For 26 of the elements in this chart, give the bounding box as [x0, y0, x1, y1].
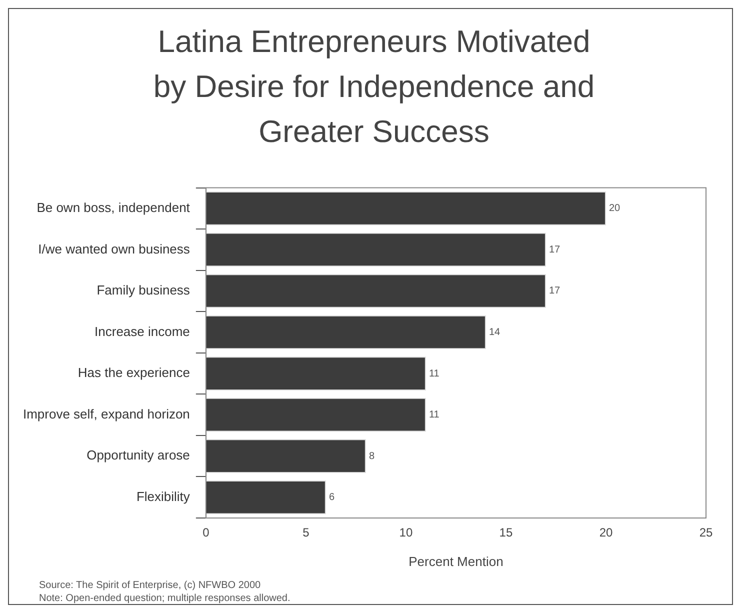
- data-label: 8: [368, 450, 375, 462]
- data-label: 11: [428, 410, 440, 421]
- data-label: 14: [488, 327, 501, 338]
- x-tick-label: 15: [499, 526, 513, 540]
- x-tick-label: 0: [202, 526, 210, 540]
- data-label: 17: [548, 244, 561, 256]
- data-label: 20: [608, 203, 621, 214]
- x-tick-label: 10: [399, 526, 413, 540]
- y-tick-label: Increase income: [94, 324, 190, 339]
- x-axis-title: Percent Mention: [408, 554, 504, 569]
- x-tick-label: 5: [302, 526, 310, 540]
- chart-title: Latina Entrepreneurs Motivated by Desire for Independence and Greater Success: [152, 23, 596, 151]
- data-label: 6: [328, 492, 335, 504]
- text: Note: Open-ended question; multiple responses allowed.: [39, 592, 290, 605]
- source-note: Source: The Spirit of Enterprise, (c) NFWBO 2000: [39, 579, 262, 592]
- data-label: 11: [428, 368, 440, 380]
- x-tick-label: 25: [699, 526, 713, 540]
- y-tick-label: Family business: [96, 282, 190, 298]
- x-tick-label: 20: [599, 526, 613, 540]
- y-tick-label: Flexibility: [136, 488, 190, 504]
- y-tick-label: Opportunity arose: [86, 448, 190, 463]
- y-tick-label: Has the experience: [78, 365, 190, 380]
- y-tick-label: Improve self, expand horizon: [22, 406, 190, 422]
- data-label: 17: [548, 286, 561, 297]
- y-tick-label: Be own boss, independent: [36, 200, 190, 216]
- y-tick-label: I/we wanted own business: [38, 241, 190, 256]
